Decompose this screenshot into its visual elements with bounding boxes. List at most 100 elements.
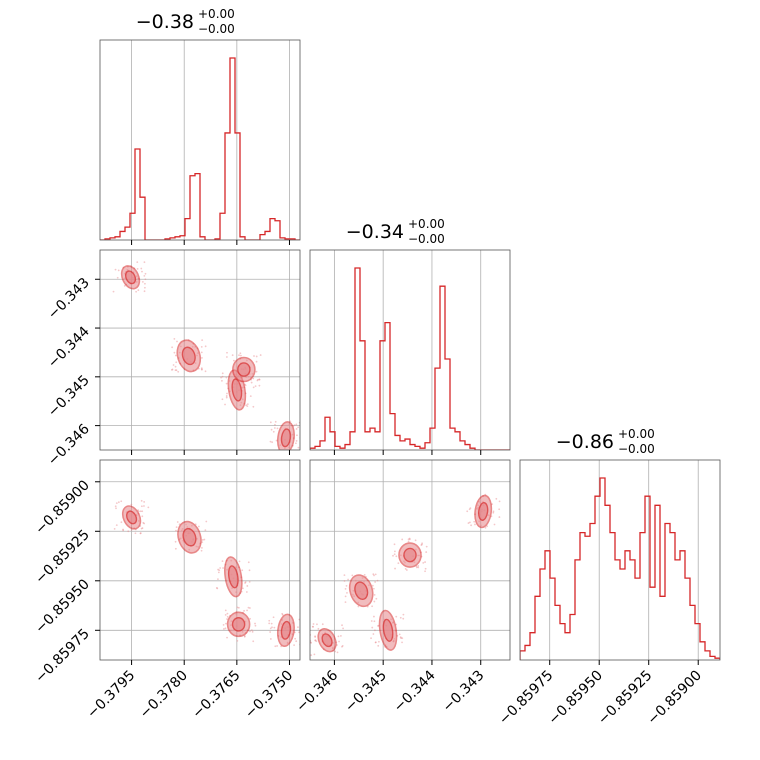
sample-point (258, 384, 261, 387)
sample-point (252, 405, 255, 408)
sample-point (466, 510, 469, 513)
sample-point (225, 382, 228, 385)
sample-point (272, 452, 274, 454)
sample-point (421, 542, 423, 545)
sample-point (120, 500, 123, 503)
sample-point (245, 591, 248, 593)
sample-point (398, 633, 401, 636)
sample-point (375, 597, 378, 600)
sample-point (314, 639, 317, 642)
sample-point (256, 379, 259, 382)
sample-point (114, 505, 117, 508)
sample-point (173, 338, 176, 340)
sample-point (343, 580, 346, 582)
sample-point (217, 571, 220, 574)
sample-point (296, 434, 298, 437)
panel-frame (309, 249, 511, 451)
sample-point (220, 376, 223, 379)
sample-point (115, 524, 118, 527)
sample-point (120, 521, 123, 524)
sample-point (300, 635, 302, 637)
sample-point (425, 545, 428, 548)
sample-point (115, 502, 118, 505)
panel-frame (99, 249, 301, 451)
sample-point (141, 510, 144, 513)
histogram-2 (520, 477, 720, 660)
sample-point (401, 538, 404, 541)
sample-point (224, 627, 227, 630)
sample-point (142, 521, 145, 524)
sample-point (204, 370, 207, 373)
sample-point (217, 578, 219, 581)
sample-point (139, 532, 142, 535)
sample-point (486, 525, 489, 528)
sample-point (469, 521, 471, 524)
contour-level-2 (182, 527, 197, 547)
sample-point (294, 637, 297, 640)
sample-point (144, 282, 146, 285)
sample-point (123, 284, 126, 287)
sample-point (236, 639, 239, 642)
sample-point (295, 428, 298, 430)
contour-level-2 (124, 270, 137, 285)
sample-point (343, 574, 346, 577)
sample-point (226, 612, 229, 615)
sample-point (314, 636, 317, 638)
sample-point (425, 551, 428, 553)
sample-point (295, 640, 298, 643)
sample-point (122, 529, 125, 532)
x-tick-label: −0.85900 (645, 668, 706, 729)
sample-point (203, 538, 206, 541)
sample-point (117, 501, 120, 504)
sample-point (175, 361, 178, 364)
sample-point (424, 561, 426, 563)
panel-1-0: −0.346−0.345−0.344−0.343 (45, 249, 301, 469)
panel-frame (99, 39, 301, 241)
sample-point (249, 395, 252, 398)
sample-point (117, 269, 120, 272)
panel-2-1: −0.346 −0.345 −0.344 −0.343 (293, 459, 511, 715)
sample-point (217, 568, 220, 571)
sample-point (347, 578, 349, 581)
sample-point (473, 520, 476, 523)
param-err-plus-1: +0.00 (408, 217, 445, 231)
sample-point (245, 404, 247, 407)
sample-point (370, 620, 373, 622)
param-title-1: −0.34 (346, 221, 404, 243)
sample-point (498, 500, 501, 503)
sample-point (175, 529, 177, 532)
sample-point (334, 650, 337, 653)
sample-point (200, 368, 203, 371)
sample-point (130, 528, 133, 531)
sample-point (215, 586, 218, 589)
sample-point (314, 635, 316, 638)
sample-point (312, 623, 315, 625)
panel-1-1: −0.34 +0.00−0.00 (309, 217, 511, 455)
sample-point (221, 379, 223, 382)
panel-frame (99, 459, 301, 661)
sample-point (170, 368, 173, 371)
sample-point (114, 268, 117, 271)
sample-point (226, 615, 229, 618)
sample-point (271, 626, 273, 629)
sample-point (246, 585, 249, 587)
sample-point (467, 522, 470, 524)
sample-point (173, 351, 176, 354)
sample-point (252, 640, 255, 643)
sample-point (313, 653, 316, 656)
sample-point (408, 538, 411, 541)
sample-point (174, 547, 177, 550)
sample-point (238, 560, 241, 563)
y-tick-label: −0.85900 (32, 477, 93, 538)
sample-point (274, 423, 276, 426)
panel-0-0: −0.38 +0.00−0.00 (99, 7, 301, 245)
sample-point (253, 355, 255, 357)
sample-point (225, 395, 228, 397)
sample-point (363, 573, 366, 576)
sample-point (373, 600, 376, 603)
sample-point (241, 569, 244, 572)
sample-point (376, 579, 379, 582)
sample-point (311, 625, 314, 628)
param-title-0: −0.38 (136, 11, 194, 33)
sample-point (219, 567, 222, 569)
